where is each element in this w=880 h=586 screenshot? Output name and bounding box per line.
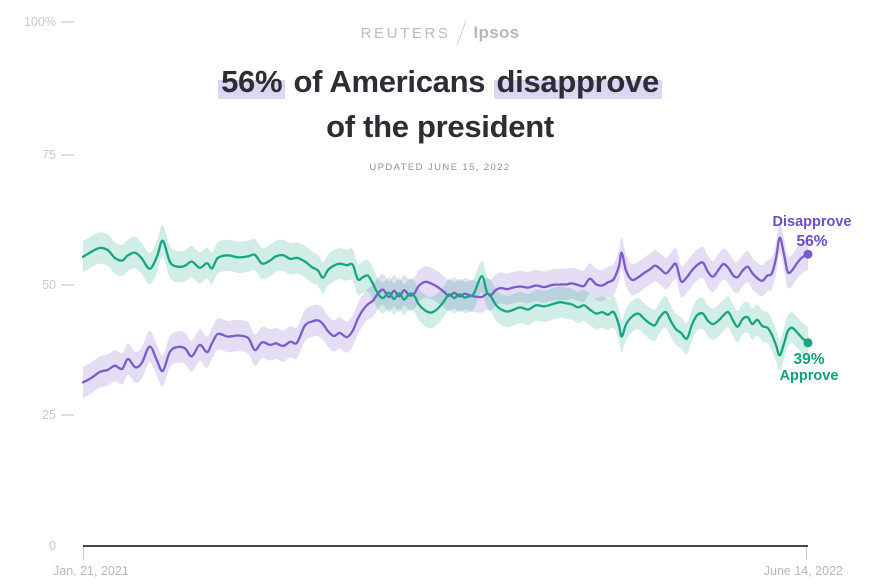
y-tick-label-100: 100% [24, 15, 56, 29]
approve-series-label: Approve [779, 368, 839, 384]
page-title: 56% of Americans disapprove of the presi… [0, 59, 880, 149]
ipsos-logo: Ipsos [473, 23, 520, 42]
y-tick-label-50: 50 [42, 278, 56, 292]
reuters-logo: REUTERS [360, 24, 451, 42]
y-tick-label-0: 0 [49, 539, 56, 553]
title-line-2: of the president [326, 109, 554, 144]
title-line-1: 56% of Americans disapprove [0, 59, 880, 104]
brand: REUTERS Ipsos [0, 18, 880, 48]
x-axis-end-tick [806, 547, 807, 560]
x-axis-end-date: June 14, 2022 [763, 564, 843, 578]
disapprove-current-value: 56% [796, 233, 828, 250]
y-tick-mark-100 [61, 21, 74, 23]
title-plain-text: of Americans [285, 64, 494, 99]
y-tick-label-25: 25 [42, 408, 56, 422]
y-tick-label-75: 75 [42, 148, 56, 162]
y-tick-mark-50 [61, 284, 74, 286]
title-highlight-word: disapprove [493, 64, 662, 99]
title-highlight-value: 56% [218, 64, 286, 99]
y-tick-mark-25 [61, 414, 74, 416]
updated-date: UPDATED JUNE 15, 2022 [369, 162, 511, 173]
y-tick-mark-75 [61, 154, 74, 156]
x-axis-start-tick [83, 547, 84, 560]
disapprove-series-label: Disapprove [772, 214, 852, 230]
x-axis-start-date: Jan. 21, 2021 [53, 564, 129, 578]
approve-current-value: 39% [793, 351, 825, 368]
x-axis-line [83, 545, 808, 547]
